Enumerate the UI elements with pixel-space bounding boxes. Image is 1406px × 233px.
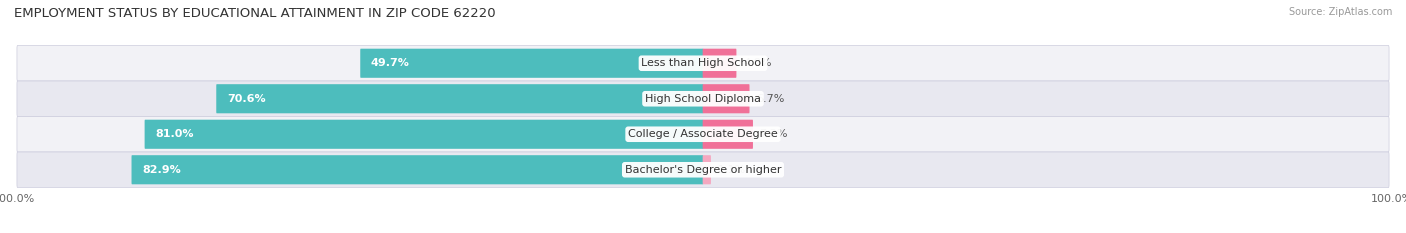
Text: College / Associate Degree: College / Associate Degree bbox=[628, 129, 778, 139]
Text: 6.7%: 6.7% bbox=[756, 94, 785, 104]
Text: 49.7%: 49.7% bbox=[371, 58, 409, 68]
Text: High School Diploma: High School Diploma bbox=[645, 94, 761, 104]
Text: Less than High School: Less than High School bbox=[641, 58, 765, 68]
FancyBboxPatch shape bbox=[703, 120, 754, 149]
Text: EMPLOYMENT STATUS BY EDUCATIONAL ATTAINMENT IN ZIP CODE 62220: EMPLOYMENT STATUS BY EDUCATIONAL ATTAINM… bbox=[14, 7, 496, 20]
Text: 1.1%: 1.1% bbox=[717, 165, 745, 175]
FancyBboxPatch shape bbox=[132, 155, 703, 184]
FancyBboxPatch shape bbox=[17, 116, 1389, 152]
FancyBboxPatch shape bbox=[145, 120, 703, 149]
Text: 70.6%: 70.6% bbox=[226, 94, 266, 104]
FancyBboxPatch shape bbox=[703, 84, 749, 113]
FancyBboxPatch shape bbox=[217, 84, 703, 113]
FancyBboxPatch shape bbox=[360, 49, 703, 78]
Text: Bachelor's Degree or higher: Bachelor's Degree or higher bbox=[624, 165, 782, 175]
Text: 81.0%: 81.0% bbox=[155, 129, 194, 139]
Text: 4.8%: 4.8% bbox=[742, 58, 772, 68]
Text: Source: ZipAtlas.com: Source: ZipAtlas.com bbox=[1288, 7, 1392, 17]
FancyBboxPatch shape bbox=[17, 45, 1389, 81]
Text: 82.9%: 82.9% bbox=[142, 165, 181, 175]
FancyBboxPatch shape bbox=[703, 49, 737, 78]
FancyBboxPatch shape bbox=[17, 152, 1389, 188]
FancyBboxPatch shape bbox=[17, 81, 1389, 116]
FancyBboxPatch shape bbox=[703, 155, 711, 184]
Text: 7.2%: 7.2% bbox=[759, 129, 787, 139]
